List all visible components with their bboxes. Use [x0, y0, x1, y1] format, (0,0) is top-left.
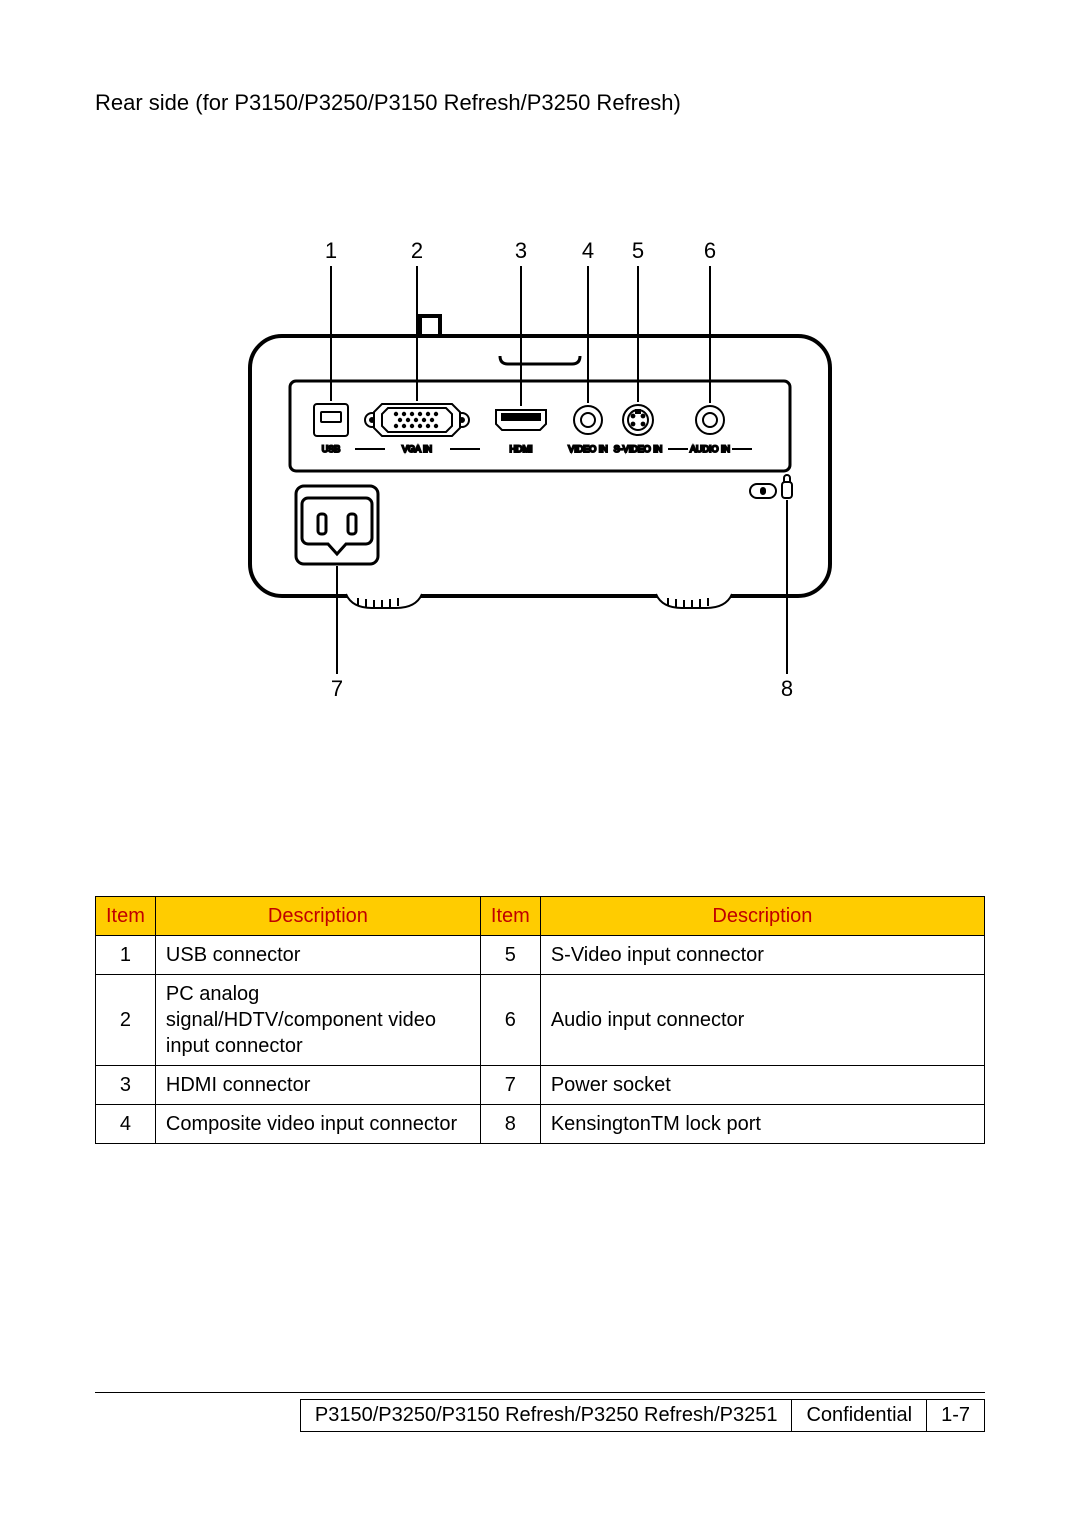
cell-item: 7 — [480, 1066, 540, 1105]
cell-item: 8 — [480, 1105, 540, 1144]
cell-item: 1 — [96, 936, 156, 975]
page: Rear side (for P3150/P3250/P3150 Refresh… — [0, 0, 1080, 1527]
cell-desc: Power socket — [540, 1066, 984, 1105]
callout-2: 2 — [411, 238, 423, 263]
cell-desc: USB connector — [155, 936, 480, 975]
callout-4: 4 — [582, 238, 594, 263]
port-label-usb: USB — [322, 444, 341, 454]
cell-item: 4 — [96, 1105, 156, 1144]
callout-7: 7 — [331, 676, 343, 701]
th-desc-a: Description — [155, 897, 480, 936]
callout-1: 1 — [325, 238, 337, 263]
callout-5: 5 — [632, 238, 644, 263]
cell-item: 6 — [480, 975, 540, 1066]
th-desc-b: Description — [540, 897, 984, 936]
port-label-hdmi: HDMI — [510, 444, 533, 454]
port-label-audio: AUDIO IN — [690, 444, 730, 454]
table-row: 1USB connector5S-Video input connector — [96, 936, 985, 975]
section-heading: Rear side (for P3150/P3250/P3150 Refresh… — [95, 90, 985, 116]
port-label-video: VIDEO IN — [568, 444, 608, 454]
callout-8: 8 — [781, 676, 793, 701]
page-footer: P3150/P3250/P3150 Refresh/P3250 Refresh/… — [95, 1392, 985, 1432]
th-item-a: Item — [96, 897, 156, 936]
rear-diagram: USB VGA IN — [190, 236, 890, 716]
callout-3: 3 — [515, 238, 527, 263]
cell-item: 5 — [480, 936, 540, 975]
cell-desc: HDMI connector — [155, 1066, 480, 1105]
port-label-vga: VGA IN — [402, 444, 432, 454]
cell-desc: PC analog signal/HDTV/component video in… — [155, 975, 480, 1066]
footer-confidential: Confidential — [792, 1400, 927, 1432]
th-item-b: Item — [480, 897, 540, 936]
description-table: Item Description Item Description 1USB c… — [95, 896, 985, 1144]
cell-desc: S-Video input connector — [540, 936, 984, 975]
callout-6: 6 — [704, 238, 716, 263]
table-row: 4Composite video input connector8Kensing… — [96, 1105, 985, 1144]
table-row: 2PC analog signal/HDTV/component video i… — [96, 975, 985, 1066]
cell-item: 3 — [96, 1066, 156, 1105]
port-label-svideo: S-VIDEO IN — [614, 444, 663, 454]
table-row: 3HDMI connector7Power socket — [96, 1066, 985, 1105]
cell-item: 2 — [96, 975, 156, 1066]
footer-model: P3150/P3250/P3150 Refresh/P3250 Refresh/… — [300, 1400, 792, 1432]
cell-desc: Audio input connector — [540, 975, 984, 1066]
cell-desc: KensingtonTM lock port — [540, 1105, 984, 1144]
footer-page-number: 1-7 — [927, 1400, 985, 1432]
cell-desc: Composite video input connector — [155, 1105, 480, 1144]
